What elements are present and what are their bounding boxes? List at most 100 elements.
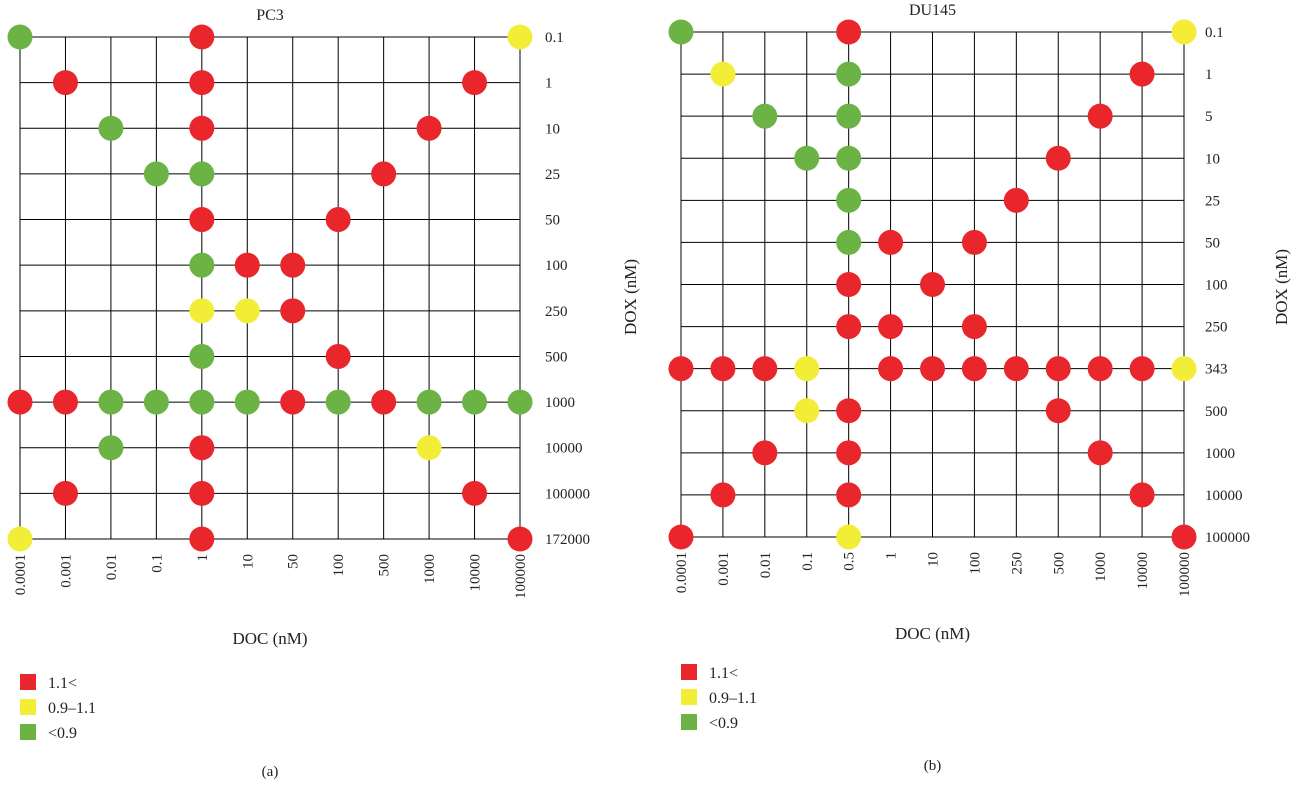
data-point [836,19,862,45]
x-tick-label: 0.1 [149,554,165,573]
data-point [1171,524,1197,550]
data-point [836,187,862,213]
data-point [836,398,862,424]
x-tick-label: 1000 [1093,552,1109,582]
y-tick-label: 172000 [545,532,590,548]
data-point [920,272,945,297]
data-point [189,24,215,50]
data-point [52,480,78,506]
data-point [1171,19,1197,45]
data-point [836,272,862,297]
data-point [462,70,488,96]
data-point [961,314,987,340]
x-tick-label: 0.1 [800,552,816,571]
x-tick-label: 500 [1051,552,1067,575]
data-point [1087,440,1113,466]
data-point [710,356,736,382]
data-point [836,229,862,255]
data-point [234,252,260,278]
y-axis-label: DOX (nM) [621,259,640,335]
data-point [98,389,124,415]
legend-label: 1.1< [709,665,738,682]
data-point [189,298,215,324]
data-point [325,343,351,369]
legend-label: 0.9–1.1 [48,700,96,717]
data-point [1003,187,1029,213]
data-point [836,524,862,550]
data-point [52,70,78,96]
data-point [668,19,694,45]
y-tick-label: 250 [1205,320,1228,336]
data-point [234,389,260,415]
data-point [416,435,442,461]
data-point [794,356,820,382]
y-tick-label: 10000 [1205,488,1243,504]
data-point [1129,61,1155,87]
x-tick-label: 1000 [422,554,438,584]
data-point [961,229,987,255]
data-point [189,207,215,233]
data-point [98,435,124,461]
data-point [189,343,215,369]
legend-swatch [681,714,697,730]
data-point [1129,482,1155,508]
data-point [280,252,306,278]
legend-label: <0.9 [48,725,77,742]
data-point [1087,356,1113,382]
data-point [1045,356,1071,382]
data-point [371,161,397,187]
data-point [961,356,987,382]
data-point [836,61,862,87]
data-point [416,389,442,415]
y-tick-label: 500 [545,349,568,365]
x-axis-label: DOC (nM) [895,624,970,643]
x-tick-label: 0.0001 [674,552,690,593]
data-point [189,70,215,96]
data-point [836,314,862,340]
x-tick-label: 0.001 [58,554,74,588]
data-point [836,145,862,171]
x-tick-label: 0.01 [104,554,120,580]
x-tick-label: 0.01 [758,552,774,578]
data-point [1045,398,1071,424]
data-point [189,480,215,506]
data-point [143,389,169,415]
legend-swatch [20,699,36,715]
legend-swatch [20,674,36,690]
data-point [710,482,736,508]
y-tick-label: 1000 [545,395,575,411]
data-point [878,229,904,255]
x-tick-label: 10 [926,552,942,567]
y-tick-label: 0.1 [545,30,564,46]
y-tick-label: 5 [1205,109,1213,125]
data-point [1003,356,1029,382]
y-tick-label: 10 [545,121,560,137]
data-point [794,398,820,424]
data-point [52,389,78,415]
data-point [836,482,862,508]
chart-title: PC3 [256,7,284,24]
data-point [234,298,260,324]
y-tick-label: 1 [1205,67,1213,83]
data-point [1129,356,1155,382]
legend-swatch [681,689,697,705]
x-tick-label: 0.001 [716,552,732,586]
x-axis-label: DOC (nM) [232,629,307,648]
x-tick-label: 100 [967,552,983,575]
y-tick-label: 50 [1205,235,1220,251]
data-point [752,440,778,466]
x-tick-label: 10 [240,554,256,569]
x-tick-label: 100 [331,554,347,577]
y-tick-label: 25 [545,167,560,183]
data-point [836,103,862,129]
x-tick-label: 1 [195,554,211,562]
data-point [878,356,904,382]
y-tick-label: 1 [545,76,553,92]
data-point [371,389,397,415]
data-point [143,161,169,187]
legend-swatch [681,664,697,680]
data-point [189,115,215,141]
data-point [189,389,215,415]
data-point [710,61,736,87]
